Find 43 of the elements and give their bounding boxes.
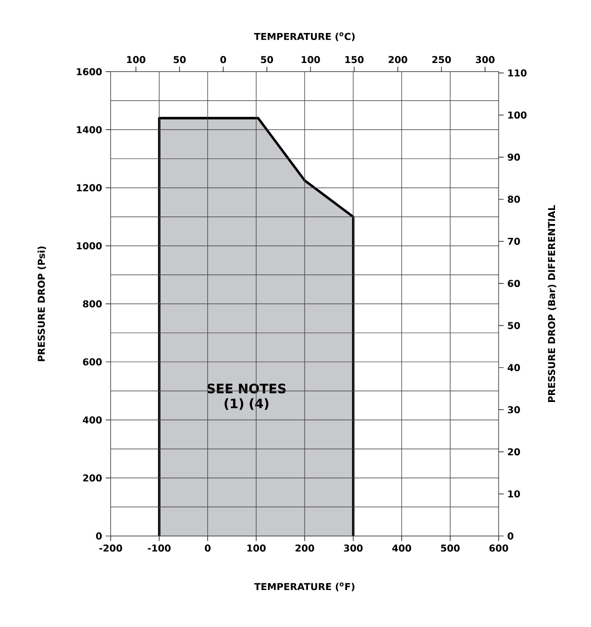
x-tick-label: -200	[99, 544, 122, 552]
x2-tick-label: 100	[127, 56, 146, 64]
y2-tick-label: 50	[508, 322, 520, 330]
y-tick-label: 1600	[76, 68, 102, 76]
x-tick-label: 400	[392, 544, 412, 552]
y2-axis-title: PRESSURE DROP (Bar) DIFFERENTIAL	[548, 205, 556, 402]
y2-tick-label: 0	[508, 532, 514, 540]
y-tick-label: 0	[96, 532, 102, 540]
x2-tick-label: 200	[388, 56, 408, 64]
x2-tick-label: 100	[302, 56, 320, 64]
y2-tick-label: 60	[508, 280, 520, 288]
y2-tick-label: 10	[508, 490, 520, 498]
x-tick-label: 0	[204, 544, 211, 552]
x2-tick-label: 150	[345, 56, 364, 64]
x-tick-label: 300	[344, 544, 363, 552]
y-tick-label: 200	[83, 474, 102, 482]
y-tick-label: 400	[82, 416, 102, 424]
y-tick-label: 1200	[76, 184, 102, 192]
x-tick-label: 100	[247, 544, 266, 552]
y2-tick-label: 100	[508, 111, 527, 119]
x2-tick-label: 0	[220, 56, 226, 64]
y2-tick-label: 80	[508, 196, 520, 203]
x2-axis-title: TEMPERATURE ($^{o}$C)	[254, 32, 355, 42]
x2-tick-label: 300	[476, 56, 495, 64]
y2-tick-label: 90	[508, 154, 520, 161]
x2-tick-label: 50	[174, 56, 186, 64]
y-tick-label: 1400	[76, 126, 102, 134]
y-tick-label: 1000	[76, 242, 102, 250]
y2-tick-label: 30	[508, 406, 520, 414]
x2-tick-label: 50	[261, 56, 274, 64]
y2-tick-label: 20	[508, 448, 520, 456]
x-tick-label: 500	[441, 544, 460, 552]
x-tick-label: -100	[148, 544, 171, 552]
y-tick-label: 800	[83, 300, 102, 308]
y-tick-label: 600	[83, 358, 102, 366]
x-tick-label: 600	[489, 544, 508, 552]
x-axis-title: TEMPERATURE ($^{o}$F)	[254, 582, 354, 592]
y2-tick-label: 40	[508, 364, 520, 372]
y2-tick-label: 110	[508, 69, 527, 77]
x2-tick-label: 250	[432, 56, 451, 64]
x-tick-label: 200	[296, 544, 314, 552]
y2-tick-label: 70	[508, 238, 520, 245]
y-axis-title: PRESSURE DROP (Psi)	[38, 246, 46, 362]
